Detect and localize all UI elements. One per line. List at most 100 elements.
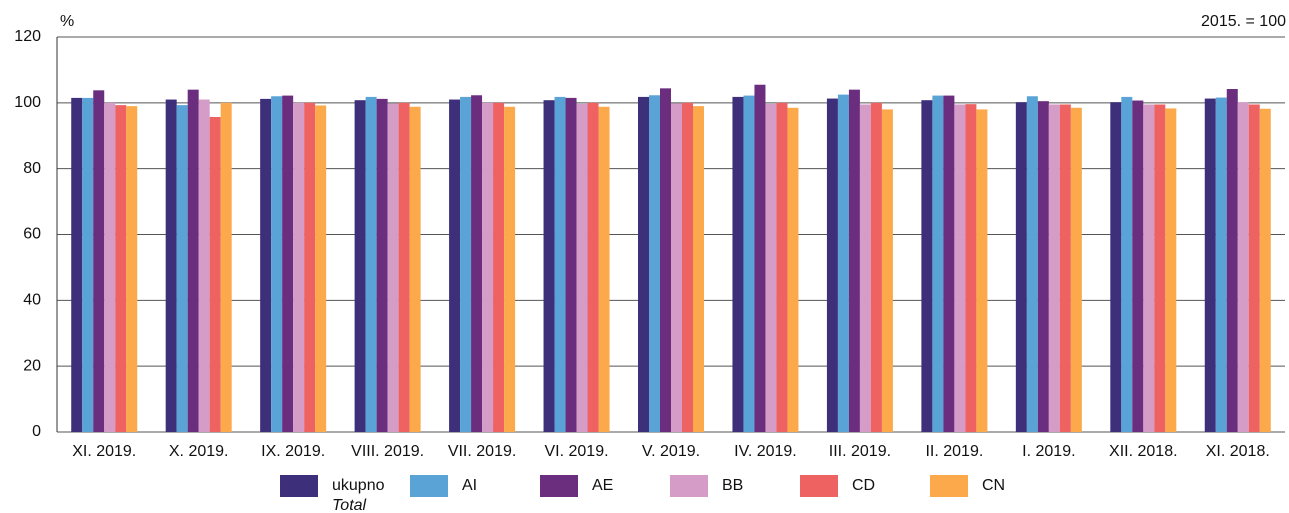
bar (304, 102, 316, 432)
bar (943, 95, 955, 432)
y-tick-label: 20 (23, 357, 41, 374)
bar (126, 106, 138, 432)
bar (282, 95, 294, 432)
legend-swatch (670, 475, 708, 497)
bar (638, 96, 649, 433)
y-tick-label: 120 (14, 28, 41, 45)
bar (1154, 104, 1166, 433)
bar (115, 105, 127, 432)
bar (954, 104, 966, 433)
x-tick-label: I. 2019. (1022, 443, 1075, 460)
bar (1132, 100, 1144, 432)
bar (176, 105, 188, 432)
x-tick-label: XI. 2018. (1206, 443, 1270, 460)
bar (870, 102, 882, 432)
bar (1037, 101, 1049, 432)
bar (209, 116, 221, 433)
bar (398, 102, 410, 432)
bar (932, 95, 944, 432)
bar (482, 102, 494, 432)
bar (743, 95, 755, 432)
bar (1110, 102, 1122, 433)
bar (859, 104, 871, 433)
x-tick-label: X. 2019. (169, 443, 229, 460)
bar (1015, 102, 1027, 433)
bar (387, 103, 399, 432)
bar (576, 103, 588, 432)
bar (271, 96, 283, 432)
bar (293, 102, 305, 432)
bar (460, 96, 472, 433)
bar (1121, 96, 1133, 433)
bar (260, 98, 272, 432)
y-tick-label: 40 (23, 292, 41, 309)
bar (493, 102, 505, 432)
x-tick-label: VIII. 2019. (351, 443, 424, 460)
x-tick-label: III. 2019. (829, 443, 891, 460)
bar (504, 106, 516, 433)
bar (1048, 104, 1060, 433)
x-tick-label: IV. 2019. (734, 443, 797, 460)
legend-label: CN (982, 477, 1005, 494)
legend-swatch (410, 475, 448, 497)
bar (965, 104, 977, 433)
legend-swatch (930, 475, 968, 497)
bar (1248, 104, 1260, 433)
y-tick-label: 80 (23, 160, 41, 177)
legend-label: AI (462, 477, 477, 494)
legend-swatch (280, 475, 318, 497)
bar (220, 102, 232, 432)
x-tick-label: V. 2019. (642, 443, 700, 460)
bar (1059, 104, 1071, 433)
bar (693, 106, 704, 432)
bar (754, 84, 766, 433)
bar (1259, 108, 1271, 432)
bar (881, 109, 893, 433)
bar (848, 89, 860, 433)
bar (315, 105, 327, 432)
bar (449, 99, 461, 433)
base-note: 2015. = 100 (1201, 13, 1286, 30)
bar (682, 102, 693, 432)
bar (471, 95, 483, 432)
bar (104, 102, 116, 432)
bar (837, 94, 849, 433)
bar (732, 96, 744, 433)
bar (543, 100, 555, 432)
bar (82, 97, 94, 432)
bar (826, 98, 838, 432)
bar (1237, 102, 1249, 433)
y-tick-label: 60 (23, 226, 41, 243)
bar (376, 98, 388, 432)
bar (1070, 107, 1082, 432)
bar (1143, 104, 1155, 433)
bar (587, 102, 599, 432)
x-tick-label: VII. 2019. (448, 443, 517, 460)
y-tick-label: 0 (32, 423, 41, 440)
bar (660, 88, 671, 432)
x-tick-label: II. 2019. (925, 443, 983, 460)
bar (198, 99, 210, 433)
legend-note: Total (332, 497, 367, 513)
y-unit: % (60, 13, 74, 30)
x-tick-label: XII. 2018. (1109, 443, 1178, 460)
bar (1204, 98, 1216, 432)
legend-label: AE (592, 477, 613, 494)
bar (1026, 96, 1038, 432)
legend-label: CD (852, 477, 875, 494)
x-tick-label: VI. 2019. (545, 443, 609, 460)
bar (565, 97, 577, 432)
bar (409, 106, 421, 433)
bar (93, 90, 105, 432)
bar (598, 106, 610, 433)
bar (187, 89, 199, 433)
bar (165, 99, 177, 433)
bar (1215, 97, 1227, 433)
legend-swatch (800, 475, 838, 497)
bar (921, 100, 933, 432)
bar (649, 95, 660, 432)
bar (776, 102, 788, 432)
bar (671, 103, 682, 432)
bar (765, 103, 777, 432)
